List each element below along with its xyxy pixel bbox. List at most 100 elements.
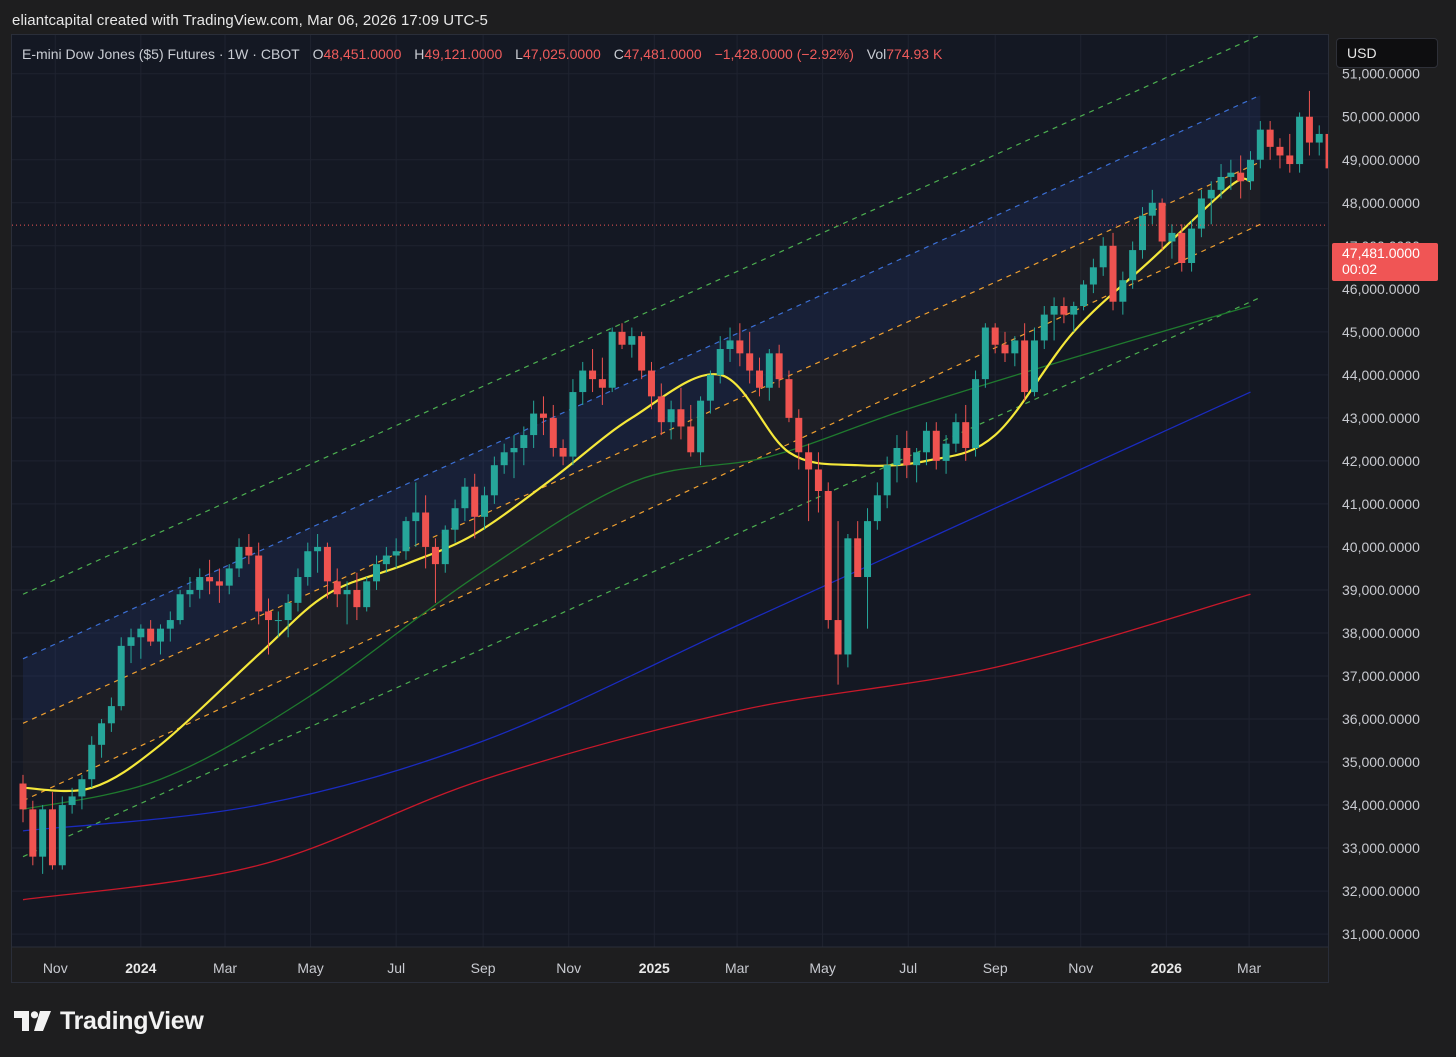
chart-frame[interactable]: [11, 34, 1329, 983]
time-tick-label: Sep: [983, 960, 1008, 976]
candle-up: [68, 787, 76, 814]
close-value: 47,481.0000: [623, 46, 702, 62]
candle-body: [795, 417, 803, 453]
time-tick-label: Jul: [387, 960, 405, 976]
candle-body: [304, 551, 312, 578]
time-tick-label: Mar: [725, 960, 749, 976]
low-label: L: [515, 46, 523, 62]
candle-up: [343, 581, 351, 625]
candle-body: [1207, 189, 1215, 199]
candle-up: [922, 422, 930, 466]
candle-body: [1099, 245, 1107, 268]
candle-body: [265, 611, 272, 621]
candle-up: [481, 486, 489, 530]
candle-up: [697, 396, 705, 466]
candle-body: [726, 340, 734, 350]
time-tick-label: Mar: [1237, 960, 1261, 976]
candle-body: [39, 809, 47, 857]
candle-body: [451, 508, 459, 530]
time-tick-label: Nov: [1068, 960, 1093, 976]
candle-body: [225, 568, 233, 586]
candle-up: [196, 568, 204, 599]
candle-up: [716, 336, 724, 384]
price-tick-label: 34,000.0000: [1342, 797, 1420, 813]
candle-body: [1168, 232, 1176, 242]
price-tick-label: 33,000.0000: [1342, 840, 1420, 856]
candle-body: [471, 486, 479, 517]
candle-up: [1011, 336, 1019, 367]
time-tick-label: Sep: [471, 960, 496, 976]
candle-body: [932, 430, 940, 461]
sma-fast-line: [22, 177, 1251, 793]
channel-upper-line: [22, 94, 1261, 660]
candle-body: [392, 551, 400, 556]
candle-body: [962, 422, 970, 448]
candle-up: [225, 564, 233, 595]
candle-body: [844, 538, 852, 655]
volume-value: 774.93 K: [886, 46, 943, 62]
candle-body: [1050, 306, 1058, 315]
candle-up: [78, 774, 86, 810]
sma-slow-line: [22, 391, 1251, 832]
candle-up: [1296, 112, 1304, 173]
candle-body: [402, 521, 410, 552]
candle-body: [500, 452, 508, 466]
price-tick-label: 35,000.0000: [1342, 754, 1420, 770]
candle-up: [520, 426, 528, 466]
candle-body: [333, 581, 341, 595]
candle-body: [88, 744, 96, 780]
candle-up: [981, 323, 989, 388]
candle-down: [657, 383, 665, 436]
candle-body: [1247, 159, 1254, 182]
candle-body: [1266, 129, 1274, 147]
candle-body: [972, 379, 980, 448]
symbol-title[interactable]: E-mini Dow Jones ($5) Futures · 1W · CBO…: [22, 46, 300, 62]
candle-up: [107, 697, 115, 732]
price-axis[interactable]: 31,000.0000 32,000.0000 33,000.0000 34,000.…: [1342, 66, 1420, 942]
channel-inner-fill: [23, 161, 1261, 801]
channel-fills: [23, 95, 1261, 801]
candle-down: [795, 409, 803, 470]
candle-body: [117, 645, 125, 707]
time-axis[interactable]: Nov 2024 Mar May Jul Sep Nov 2025 Mar May Jul Sep No…: [43, 960, 1262, 976]
candle-body: [785, 379, 793, 418]
candle-body: [147, 628, 155, 642]
candle-down: [1158, 198, 1166, 251]
candle-down: [756, 357, 763, 397]
candle-up: [1129, 241, 1137, 289]
tradingview-logo[interactable]: TradingView: [14, 1005, 204, 1037]
candle-up: [1315, 125, 1323, 156]
price-tick-label: 38,000.0000: [1342, 625, 1420, 641]
candle-up: [451, 499, 459, 543]
candle-down: [647, 361, 655, 410]
open-label: O: [312, 46, 324, 62]
price-tick-label: 44,000.0000: [1342, 367, 1420, 383]
candle-body: [510, 447, 518, 453]
candle-body: [1237, 172, 1245, 182]
candle-body: [137, 628, 145, 638]
candle-up: [441, 525, 449, 573]
candle-body: [196, 577, 204, 590]
candle-body: [775, 353, 783, 380]
candle-up: [1050, 297, 1058, 341]
candle-up: [1197, 189, 1205, 238]
candle-up: [1089, 258, 1097, 294]
candle-up: [1247, 151, 1254, 190]
candle-body: [78, 779, 86, 797]
candle-body: [1080, 284, 1088, 307]
candle-down: [1109, 232, 1117, 311]
candle-up: [1217, 164, 1225, 199]
channel-upper-fill: [23, 95, 1261, 724]
candle-up: [490, 456, 498, 504]
currency-button[interactable]: USD: [1336, 38, 1438, 68]
price-tick-label: 31,000.0000: [1342, 926, 1420, 942]
price-tick-label: 42,000.0000: [1342, 453, 1420, 469]
candle-up: [844, 534, 852, 668]
candle-down: [265, 598, 272, 655]
candle-body: [756, 370, 763, 388]
candle-up: [88, 736, 96, 788]
candle-body: [107, 706, 115, 724]
candle-body: [481, 495, 489, 517]
price-tick-label: 40,000.0000: [1342, 539, 1420, 555]
